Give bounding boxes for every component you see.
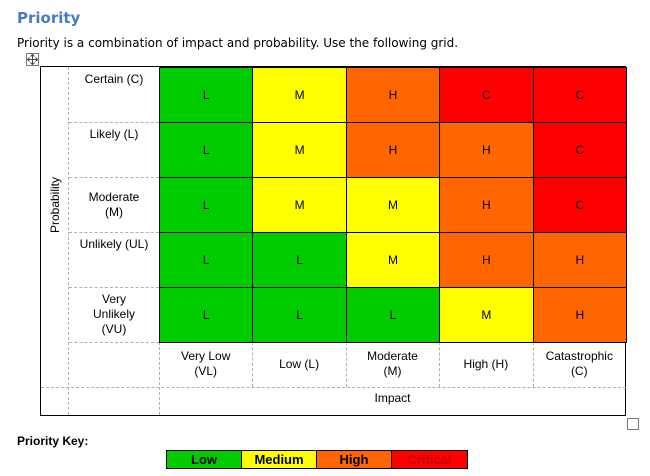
risk-cell: L	[159, 287, 254, 343]
priority-key-label: Priority Key:	[17, 434, 89, 448]
risk-cell: M	[252, 122, 347, 178]
move-icon	[27, 54, 38, 65]
row-divider	[69, 342, 159, 343]
risk-cell: L	[252, 232, 347, 288]
impact-column-label: Low (L)	[279, 356, 320, 371]
priority-grid: Probability Certain (C) L M H C C Likely (L) L M…	[40, 66, 627, 416]
probability-axis: Probability	[43, 67, 68, 342]
priority-key: Low Medium High Critical	[166, 450, 468, 469]
risk-cell: H	[439, 177, 534, 233]
column-divider	[68, 67, 69, 415]
key-critical: Critical	[392, 451, 467, 468]
row-divider	[69, 287, 159, 288]
column-divider	[159, 342, 160, 415]
impact-divider	[41, 387, 626, 388]
column-divider	[532, 342, 534, 387]
risk-cell: H	[345, 122, 441, 178]
column-divider	[439, 342, 441, 387]
risk-cell: M	[252, 177, 347, 233]
impact-axis-label: Impact	[374, 391, 411, 405]
risk-cell: L	[159, 232, 254, 288]
probability-row-label: Moderate (M)	[88, 189, 140, 219]
probability-row-label: Very Unlikely (VU)	[92, 292, 135, 336]
key-high: High	[317, 451, 392, 468]
row-divider	[69, 122, 159, 123]
table-move-handle[interactable]	[26, 53, 39, 66]
risk-cell: L	[159, 67, 254, 123]
probability-axis-label: Probability	[48, 176, 63, 233]
column-divider	[345, 342, 347, 387]
row-divider	[69, 177, 159, 178]
risk-cell: L	[252, 287, 347, 343]
impact-column-label: Very Low (VL)	[181, 349, 231, 378]
risk-cell: C	[532, 177, 627, 233]
impact-column-label: Catastrophic (C)	[545, 349, 613, 378]
risk-cell: H	[532, 232, 627, 288]
risk-cell: C	[532, 67, 627, 123]
risk-cell: M	[345, 232, 441, 288]
risk-cell: L	[159, 122, 254, 178]
impact-column-label: High (H)	[463, 356, 509, 371]
key-medium: Medium	[242, 451, 317, 468]
risk-cell: H	[439, 232, 534, 288]
impact-column-label: Moderate (M)	[367, 349, 418, 378]
probability-row-label: Likely (L)	[89, 127, 139, 141]
risk-cell: M	[439, 287, 534, 343]
table-resize-handle[interactable]	[627, 418, 639, 430]
intro-text: Priority is a combination of impact and …	[17, 36, 459, 50]
row-divider	[69, 232, 159, 233]
risk-cell: C	[532, 122, 627, 178]
column-divider	[252, 342, 254, 387]
risk-cell: H	[439, 122, 534, 178]
risk-cell: H	[345, 67, 441, 123]
probability-row-label: Certain (C)	[84, 72, 144, 86]
key-low: Low	[167, 451, 242, 468]
risk-cell: H	[532, 287, 627, 343]
risk-cell: M	[252, 67, 347, 123]
risk-cell: M	[345, 177, 441, 233]
section-heading: Priority	[17, 9, 81, 27]
risk-cell: L	[159, 177, 254, 233]
risk-cell: C	[439, 67, 534, 123]
probability-row-label: Unlikely (UL)	[79, 237, 149, 251]
risk-cell: L	[345, 287, 441, 343]
